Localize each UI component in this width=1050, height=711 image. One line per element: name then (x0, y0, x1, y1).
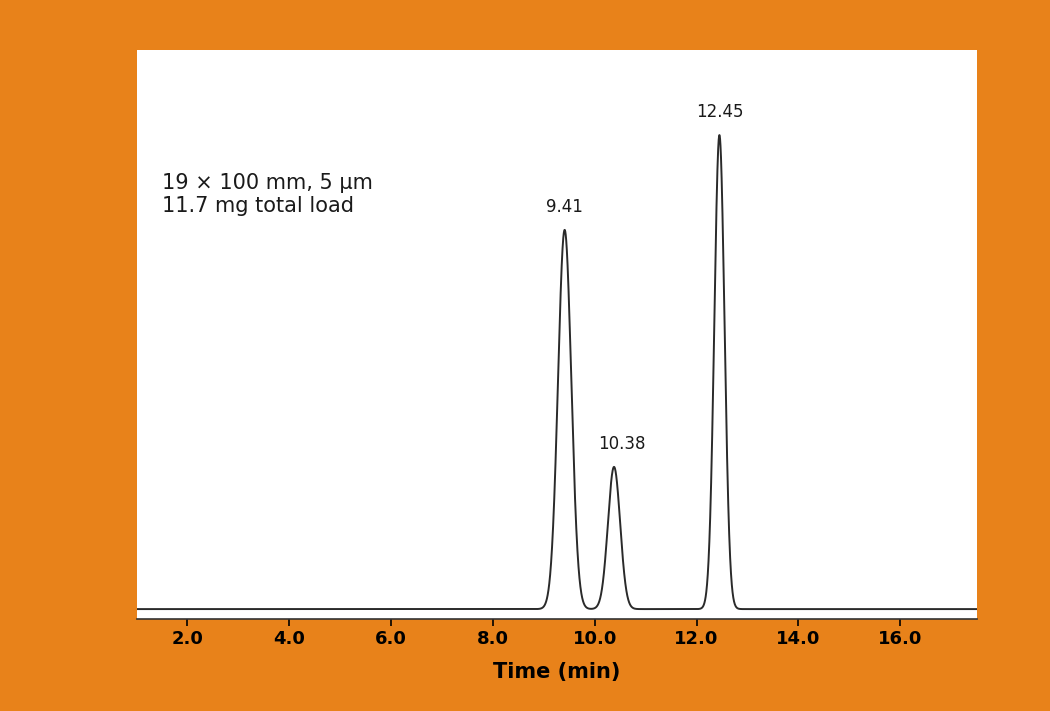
Text: 19 × 100 mm, 5 μm
11.7 mg total load: 19 × 100 mm, 5 μm 11.7 mg total load (162, 173, 373, 216)
Text: 9.41: 9.41 (546, 198, 583, 215)
Text: 12.45: 12.45 (696, 103, 743, 121)
Text: 10.38: 10.38 (597, 434, 646, 453)
X-axis label: Time (min): Time (min) (492, 662, 621, 683)
